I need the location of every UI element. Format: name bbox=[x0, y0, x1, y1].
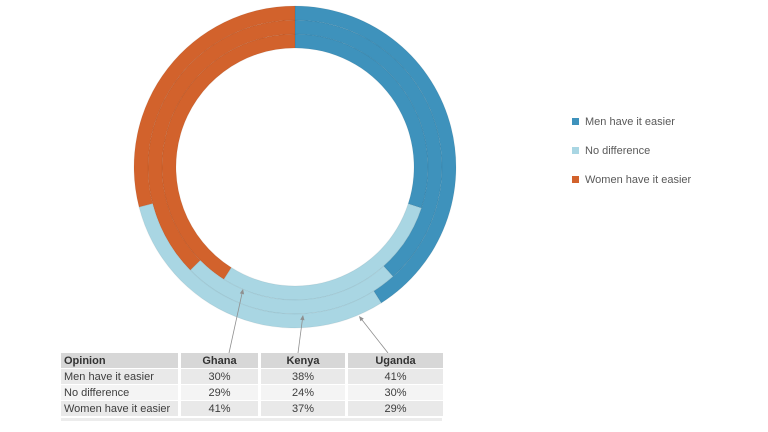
legend-swatch-icon bbox=[572, 118, 579, 125]
table-cell: Men have it easier bbox=[61, 369, 178, 384]
donut-segment-uganda-no-difference[interactable] bbox=[138, 202, 382, 329]
callout-line-uganda bbox=[360, 318, 389, 354]
donut-rings bbox=[133, 5, 457, 329]
callout-arrowhead-kenya-icon bbox=[300, 315, 305, 321]
table-cell: 30% bbox=[181, 369, 258, 384]
table-header-cell: Opinion bbox=[61, 353, 178, 368]
table-cell: 24% bbox=[261, 385, 345, 400]
table-footer-strip bbox=[61, 418, 442, 421]
callout-arrowhead-ghana-icon bbox=[239, 289, 245, 295]
legend-label: Women have it easier bbox=[585, 173, 692, 186]
callout-arrowhead-uganda-icon bbox=[359, 316, 364, 322]
table-cell: Women have it easier bbox=[61, 401, 178, 416]
table-cell: 29% bbox=[348, 401, 443, 416]
table-cell: 30% bbox=[348, 385, 443, 400]
callout-arrows bbox=[228, 289, 389, 354]
legend-item[interactable]: Women have it easier bbox=[572, 173, 691, 186]
table-cell: 29% bbox=[181, 385, 258, 400]
table-header-cell: Uganda bbox=[348, 353, 443, 368]
legend-label: No difference bbox=[585, 144, 651, 157]
table-cell: No difference bbox=[61, 385, 178, 400]
callout-line-kenya bbox=[297, 317, 304, 354]
legend: Men have it easier No difference Women hav… bbox=[572, 115, 691, 202]
legend-item[interactable]: Men have it easier bbox=[572, 115, 691, 128]
legend-swatch-icon bbox=[572, 147, 579, 154]
table-cell: 41% bbox=[181, 401, 258, 416]
legend-label: Men have it easier bbox=[585, 115, 675, 128]
table-cell: 37% bbox=[261, 401, 345, 416]
callout-line-ghana bbox=[228, 291, 243, 354]
table-cell: 41% bbox=[348, 369, 443, 384]
data-table: Opinion Ghana Kenya Uganda Men have it easie… bbox=[61, 353, 443, 416]
table-header-cell: Kenya bbox=[261, 353, 345, 368]
table-header-cell: Ghana bbox=[181, 353, 258, 368]
legend-swatch-icon bbox=[572, 176, 579, 183]
legend-item[interactable]: No difference bbox=[572, 144, 691, 157]
donut-segment-uganda-women-have-it-easier[interactable] bbox=[133, 5, 296, 208]
table-cell: 38% bbox=[261, 369, 345, 384]
